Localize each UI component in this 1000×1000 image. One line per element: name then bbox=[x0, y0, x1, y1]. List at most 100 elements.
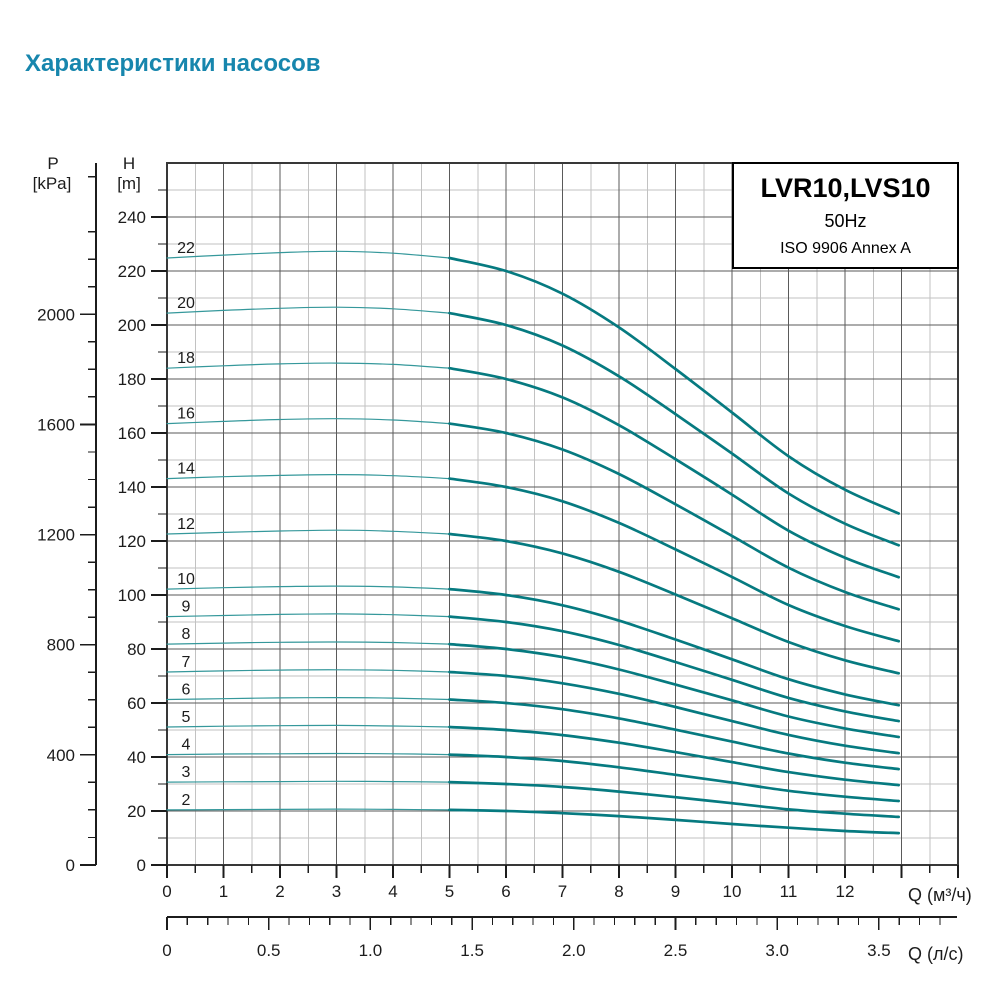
svg-text:400: 400 bbox=[47, 746, 75, 765]
grid-major bbox=[167, 163, 958, 865]
curve-3-stages-flat bbox=[166, 780, 451, 783]
curve-12-stages bbox=[448, 532, 901, 675]
curve-20-stages bbox=[448, 311, 901, 547]
svg-text:18: 18 bbox=[177, 350, 195, 367]
svg-text:120: 120 bbox=[118, 532, 146, 551]
svg-text:20: 20 bbox=[127, 802, 146, 821]
curve-14-stages-flat bbox=[166, 473, 451, 480]
svg-text:2: 2 bbox=[275, 882, 284, 901]
svg-text:220: 220 bbox=[118, 262, 146, 281]
svg-text:180: 180 bbox=[118, 370, 146, 389]
svg-text:8: 8 bbox=[614, 882, 623, 901]
svg-text:2.0: 2.0 bbox=[562, 941, 586, 960]
curve-18-stages bbox=[448, 366, 901, 579]
svg-text:140: 140 bbox=[118, 478, 146, 497]
svg-text:10: 10 bbox=[723, 882, 742, 901]
curve-9-stages-flat bbox=[166, 613, 451, 618]
svg-text:6: 6 bbox=[501, 882, 510, 901]
curve-7-stages-flat bbox=[166, 669, 451, 673]
curve-10-stages-flat bbox=[166, 585, 451, 590]
svg-text:[m]: [m] bbox=[117, 174, 141, 193]
svg-text:3: 3 bbox=[332, 882, 341, 901]
svg-text:0: 0 bbox=[137, 856, 146, 875]
curve-22-stages bbox=[448, 256, 901, 515]
svg-text:14: 14 bbox=[177, 461, 195, 478]
curve-5-stages-flat bbox=[166, 724, 451, 728]
pressure-axis: 2000 1600 1200 800 400 0 P[kPa] bbox=[33, 154, 97, 875]
curve-20-stages-flat bbox=[166, 306, 451, 314]
svg-text:Q (м³/ч): Q (м³/ч) bbox=[908, 885, 972, 905]
svg-text:1.0: 1.0 bbox=[359, 941, 383, 960]
svg-text:1600: 1600 bbox=[37, 415, 75, 434]
svg-text:H: H bbox=[123, 154, 135, 173]
svg-text:200: 200 bbox=[118, 316, 146, 335]
svg-text:9: 9 bbox=[671, 882, 680, 901]
legend-model-label: LVR10,LVS10 bbox=[760, 172, 931, 203]
curve-5-stages bbox=[448, 725, 901, 787]
svg-text:22: 22 bbox=[177, 240, 195, 257]
svg-text:12: 12 bbox=[836, 882, 855, 901]
svg-text:9: 9 bbox=[182, 599, 191, 616]
svg-text:100: 100 bbox=[118, 586, 146, 605]
curve-3-stages bbox=[448, 780, 901, 819]
legend-standard-label: ISO 9906 Annex A bbox=[780, 239, 911, 257]
svg-text:4: 4 bbox=[182, 737, 191, 754]
curve-4-stages-flat bbox=[166, 752, 451, 756]
legend-frequency-label: 50Hz bbox=[824, 211, 867, 231]
svg-text:10: 10 bbox=[177, 571, 195, 588]
pump-curves bbox=[166, 250, 901, 835]
svg-text:8: 8 bbox=[182, 626, 191, 643]
curve-labels: 2 3 4 5 6 7 8 9 10 12 14 16 18 20 22 bbox=[177, 240, 195, 809]
curve-16-stages-flat bbox=[166, 418, 451, 425]
svg-text:0: 0 bbox=[66, 856, 75, 875]
curve-16-stages bbox=[448, 422, 901, 611]
curve-9-stages bbox=[448, 615, 901, 723]
curve-4-stages bbox=[448, 753, 901, 803]
curve-12-stages-flat bbox=[166, 529, 451, 535]
svg-text:Q (л/с): Q (л/с) bbox=[908, 944, 964, 964]
flow-axis-m3h: 0 1 2 3 4 5 6 7 8 9 10 11 12 Q (м³/ч) bbox=[162, 865, 972, 905]
curve-10-stages bbox=[448, 587, 901, 707]
svg-text:2.5: 2.5 bbox=[664, 941, 688, 960]
svg-text:160: 160 bbox=[118, 424, 146, 443]
svg-text:240: 240 bbox=[118, 208, 146, 227]
svg-text:1.5: 1.5 bbox=[460, 941, 484, 960]
svg-text:7: 7 bbox=[182, 654, 191, 671]
svg-text:3.5: 3.5 bbox=[867, 941, 891, 960]
svg-text:P: P bbox=[47, 154, 58, 173]
svg-text:2: 2 bbox=[182, 792, 191, 809]
svg-text:20: 20 bbox=[177, 295, 195, 312]
svg-text:[kPa]: [kPa] bbox=[33, 174, 72, 193]
svg-text:3: 3 bbox=[182, 764, 191, 781]
curve-2-stages-flat bbox=[166, 808, 451, 811]
svg-text:60: 60 bbox=[127, 694, 146, 713]
curve-14-stages bbox=[448, 477, 901, 643]
flow-axis-ls: 0 0.5 1.0 1.5 2.0 2.5 3.0 3.5 Q (л/с) bbox=[162, 916, 964, 964]
svg-text:1: 1 bbox=[219, 882, 228, 901]
svg-text:4: 4 bbox=[388, 882, 397, 901]
svg-text:2000: 2000 bbox=[37, 305, 75, 324]
svg-text:11: 11 bbox=[780, 882, 798, 901]
svg-text:12: 12 bbox=[177, 516, 195, 533]
curve-6-stages bbox=[448, 698, 901, 771]
curve-2-stages bbox=[448, 808, 901, 835]
svg-text:40: 40 bbox=[127, 748, 146, 767]
svg-text:1200: 1200 bbox=[37, 526, 75, 545]
svg-text:800: 800 bbox=[47, 636, 75, 655]
curve-18-stages-flat bbox=[166, 362, 451, 369]
svg-text:0.5: 0.5 bbox=[257, 941, 281, 960]
svg-text:16: 16 bbox=[177, 406, 195, 423]
curve-22-stages-flat bbox=[166, 250, 451, 259]
page-title: Характеристики насосов bbox=[25, 50, 321, 77]
svg-text:3.0: 3.0 bbox=[765, 941, 789, 960]
svg-text:80: 80 bbox=[127, 640, 146, 659]
svg-text:6: 6 bbox=[182, 681, 191, 698]
svg-text:5: 5 bbox=[445, 882, 454, 901]
curve-8-stages bbox=[448, 642, 901, 739]
legend-box: LVR10,LVS10 50Hz ISO 9906 Annex A bbox=[732, 162, 959, 269]
svg-text:0: 0 bbox=[162, 882, 171, 901]
svg-text:0: 0 bbox=[162, 941, 171, 960]
svg-text:7: 7 bbox=[558, 882, 567, 901]
